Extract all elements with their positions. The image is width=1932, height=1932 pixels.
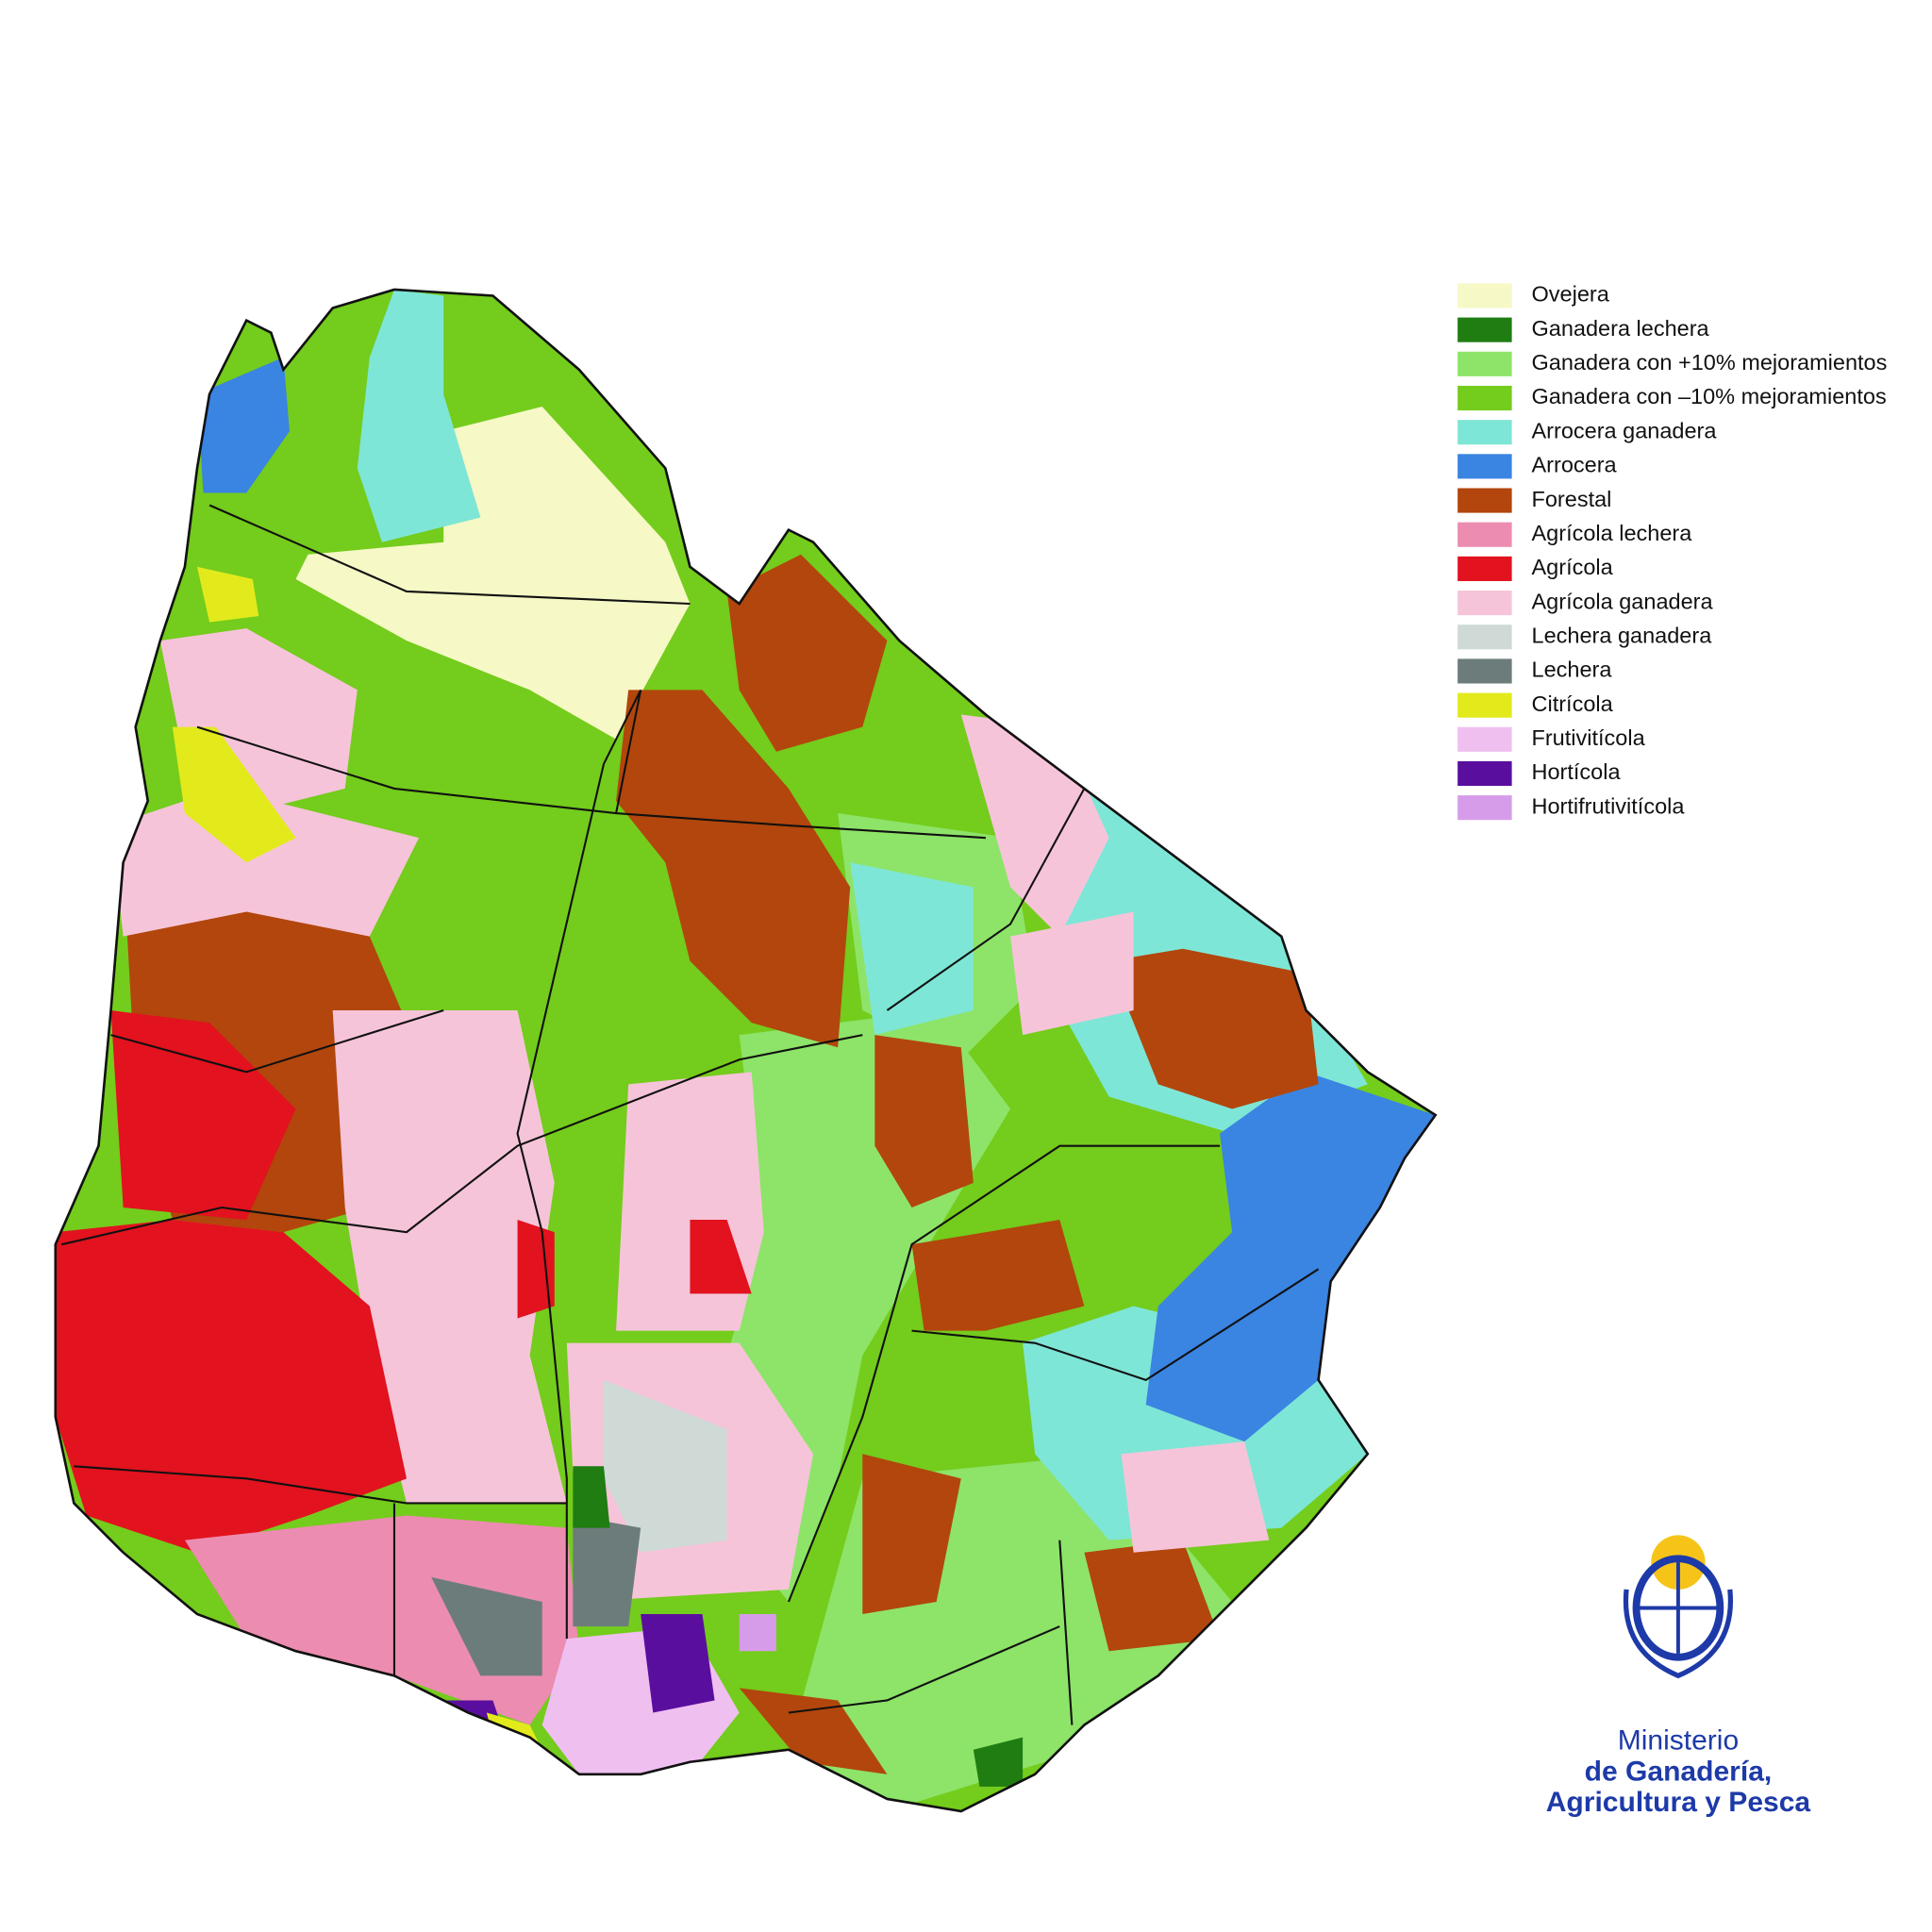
logo-line: de Ganadería, — [1585, 1756, 1773, 1787]
map-region — [573, 1515, 641, 1627]
department-border — [74, 1465, 567, 1505]
map-region — [295, 407, 691, 740]
legend-label: Forestal — [1532, 487, 1612, 511]
department-border — [1058, 1540, 1074, 1725]
legend-swatch — [1457, 283, 1512, 308]
legend-swatch — [1457, 625, 1512, 650]
legend-swatch — [1457, 591, 1512, 616]
department-border — [110, 1009, 444, 1074]
department-border — [61, 1034, 863, 1246]
legend-label: Lechera ganadera — [1532, 623, 1713, 647]
logo: Ministerio de Ganadería, Agricultura y P… — [1546, 1535, 1811, 1818]
map-region — [1084, 1540, 1221, 1652]
legend-label: Arrocera ganadera — [1532, 418, 1718, 442]
coat-of-arms — [1623, 1535, 1734, 1679]
legend-swatch — [1457, 760, 1512, 787]
logo-line: Ministerio — [1618, 1725, 1740, 1757]
legend-swatch — [1457, 795, 1512, 821]
legend-swatch — [1457, 317, 1512, 342]
map-region — [1108, 948, 1319, 1109]
map-region — [862, 1454, 961, 1615]
legend-swatch — [1457, 658, 1512, 684]
legend-label: Lechera — [1532, 658, 1613, 682]
legend-label: Frutivitícola — [1532, 725, 1646, 750]
map-region — [1121, 1441, 1270, 1553]
map-region — [110, 788, 420, 937]
legend-label: Ganadera con –10% mejoramientos — [1532, 384, 1887, 408]
map-region — [1145, 1072, 1436, 1442]
map-region — [604, 1379, 727, 1553]
map-region — [196, 357, 290, 493]
legend-label: Ovejera — [1532, 282, 1610, 307]
map-region — [726, 554, 888, 752]
department-border — [516, 689, 642, 1233]
legend-swatch — [1457, 726, 1512, 752]
map-region — [55, 1220, 408, 1553]
legend-label: Agrícola ganadera — [1532, 589, 1714, 613]
legend-swatch — [1457, 522, 1512, 547]
map-region — [739, 1688, 888, 1774]
map-region — [739, 1614, 776, 1652]
legend-label: Hortifrutivitícola — [1532, 793, 1686, 818]
legend-label: Ganadera lechera — [1532, 316, 1710, 341]
legend: Ovejera Ganadera lechera Ganadera con +10%… — [1457, 282, 1887, 821]
department-border — [787, 1144, 1221, 1603]
legend-label: Hortícola — [1532, 759, 1622, 784]
department-border — [911, 1268, 1320, 1382]
department-border — [886, 788, 1086, 1011]
legend-label: Agrícola lechera — [1532, 521, 1693, 545]
map-region — [573, 1466, 610, 1528]
map-region — [172, 726, 296, 863]
department-border — [788, 1625, 1060, 1714]
legend-swatch — [1457, 420, 1512, 445]
map-region — [616, 690, 851, 1048]
map-region — [973, 1737, 1024, 1787]
map-region — [431, 1576, 542, 1676]
map-region — [874, 1035, 974, 1208]
legend-label: Arrocera — [1532, 453, 1618, 477]
map-region — [850, 862, 974, 1036]
legend-label: Citrícola — [1532, 691, 1614, 716]
legend-swatch — [1457, 454, 1512, 479]
map-region — [332, 1010, 567, 1504]
legend-swatch — [1457, 385, 1512, 411]
department-border — [541, 1232, 568, 1640]
map-region — [357, 289, 481, 542]
legend-swatch — [1457, 351, 1512, 376]
map-region — [517, 1220, 555, 1319]
department-borders — [54, 288, 1437, 1813]
map-region — [641, 1614, 715, 1713]
legend-swatch — [1457, 692, 1512, 718]
map-region — [1010, 911, 1134, 1036]
map-region — [690, 1220, 752, 1294]
legend-swatch — [1457, 556, 1512, 581]
legend-swatch — [1457, 488, 1512, 513]
map-region — [196, 566, 259, 623]
legend-label: Ganadera con +10% mejoramientos — [1532, 350, 1888, 375]
map-region — [911, 1220, 1085, 1331]
department-border — [208, 504, 691, 606]
logo-line: Agricultura y Pesca — [1546, 1787, 1811, 1818]
legend-label: Agrícola — [1532, 555, 1614, 579]
